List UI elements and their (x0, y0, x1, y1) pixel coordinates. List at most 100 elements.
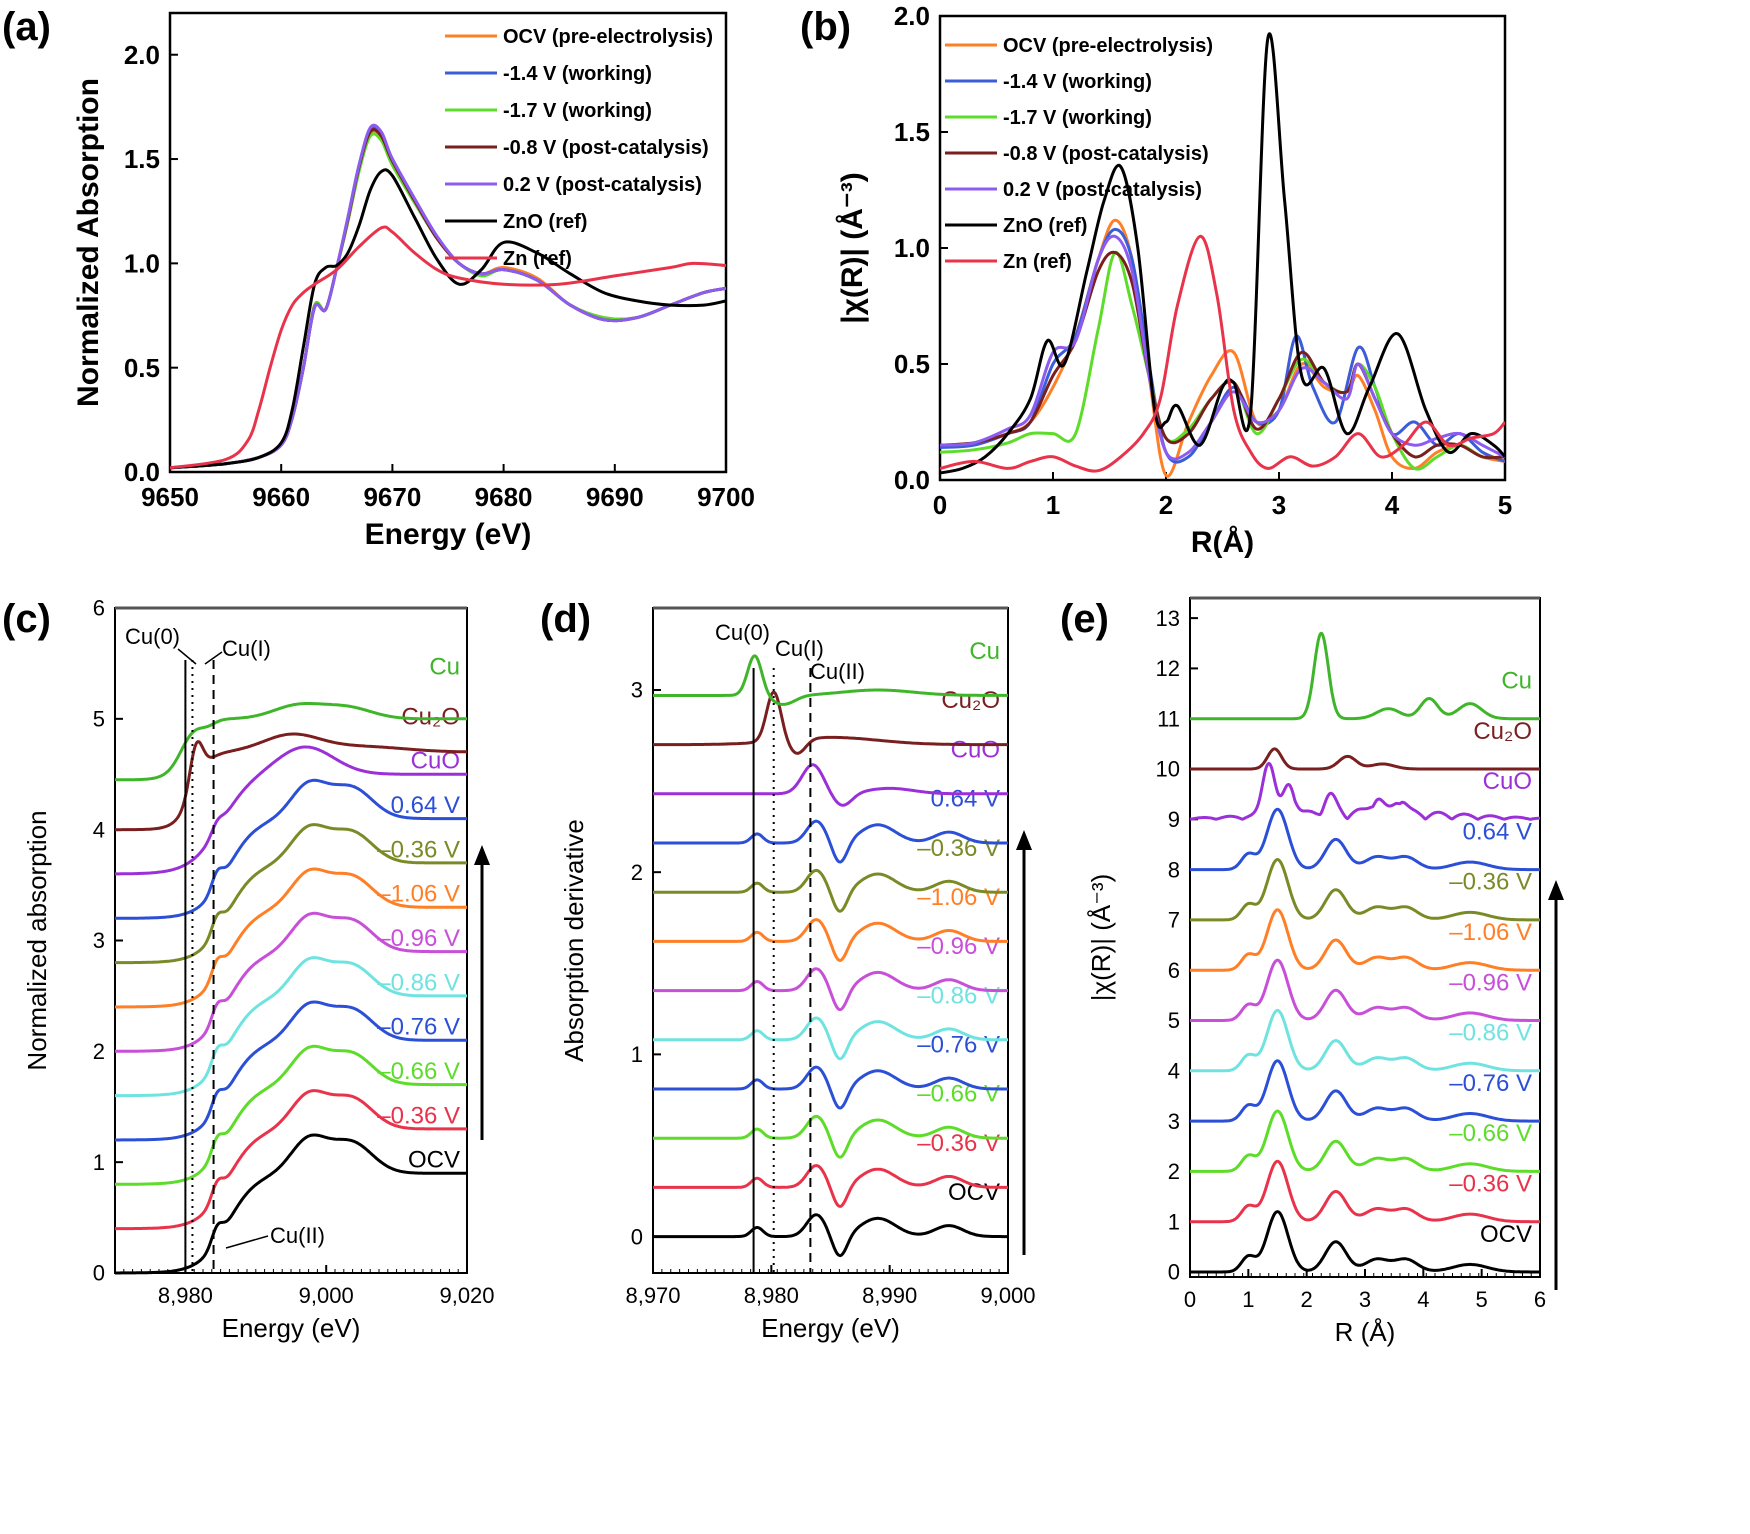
x-axis-title: R (Å) (1335, 1317, 1396, 1347)
series-label: Cu₂O (401, 703, 460, 730)
series-line (1190, 1109, 1540, 1173)
series-label: –0.66 V (377, 1058, 460, 1085)
legend-label: OCV (pre-electrolysis) (1003, 35, 1213, 57)
series-line (114, 1089, 467, 1231)
series-label: CuO (1483, 768, 1532, 795)
y-tick-label: 2.0 (894, 1, 930, 31)
series-label: –0.76 V (1449, 1070, 1532, 1097)
panel-a: 9650 9660 9670 9680 9690 9700 0.0 0.5 1.0 1.5 2.0 E… (2, 5, 755, 551)
annotation-cu1: Cu(I) (775, 636, 824, 661)
y-tick-label: 4 (1168, 1058, 1180, 1083)
annotation-pointer (204, 651, 223, 665)
annotation-pointer (225, 1235, 269, 1249)
x-tick-label: 9700 (697, 482, 755, 512)
y-tick-label: 0.0 (124, 457, 160, 487)
series-label: –0.86 V (377, 969, 460, 996)
annotation-cu0: Cu(0) (125, 624, 180, 649)
y-tick-label: 3 (1168, 1109, 1180, 1134)
series-label: CuO (951, 736, 1000, 763)
legend-label: ZnO (ref) (503, 211, 587, 233)
series-line (653, 1065, 1008, 1110)
legend-label: OCV (pre-electrolysis) (503, 26, 713, 48)
x-tick-label: 4 (1385, 490, 1400, 520)
series-line (114, 911, 467, 1053)
series-line (940, 227, 1505, 464)
series-label: 0.64 V (931, 786, 1000, 813)
y-tick-label: 11 (1157, 706, 1180, 731)
series-label: –0.36 V (377, 836, 460, 863)
series-label: 0.64 V (391, 792, 460, 819)
series-line (1189, 958, 1540, 1023)
panel-c: 8,980 9,000 9,020 0 1 2 3 4 5 6 Energy (eV) Normali… (2, 596, 495, 1343)
series-line (1190, 807, 1540, 872)
y-axis-title: |χ(R)| (Å⁻³) (836, 172, 869, 324)
series-line (114, 1044, 467, 1186)
x-tick-label: 0 (933, 490, 947, 520)
y-tick-label: 1.5 (894, 117, 930, 147)
series-label: –0.86 V (1449, 1020, 1532, 1047)
series-line (115, 1000, 467, 1142)
y-tick-label: 2 (1168, 1159, 1180, 1184)
x-tick-label: 9,000 (980, 1283, 1035, 1308)
legend-label: -0.8 V (post-catalysis) (1003, 143, 1209, 165)
panel-label: (d) (540, 597, 591, 641)
legend-label: -1.7 V (working) (503, 100, 652, 122)
y-tick-label: 13 (1156, 606, 1180, 631)
y-tick-label: 7 (1168, 908, 1180, 933)
series-label: 0.64 V (1463, 818, 1532, 845)
x-tick-label: 9660 (252, 482, 310, 512)
trend-arrow-head (1548, 880, 1564, 900)
series-label: OCV (408, 1147, 460, 1174)
y-tick-label: 1.0 (124, 248, 160, 278)
series-line (653, 967, 1008, 1012)
panel-d: 8,970 8,980 8,990 9,000 0 1 2 3 Energy (eV) Absor… (540, 597, 1036, 1343)
series-line (940, 234, 1505, 473)
x-tick-label: 5 (1476, 1287, 1488, 1312)
x-tick-label: 8,980 (744, 1283, 799, 1308)
x-tick-label: 3 (1359, 1287, 1371, 1312)
series-label: Cu (1501, 668, 1532, 695)
y-axis-title: Normalized absorption (22, 810, 52, 1070)
y-tick-label: 0.5 (124, 353, 160, 383)
series-line (1190, 857, 1540, 922)
x-tick-label: 2 (1301, 1287, 1313, 1312)
series-label: OCV (948, 1179, 1000, 1206)
y-tick-label: 3 (93, 928, 105, 953)
x-axis-title: Energy (eV) (222, 1313, 361, 1343)
legend-label: Zn (ref) (1003, 251, 1072, 273)
y-tick-label: 0 (93, 1261, 105, 1286)
x-tick-label: 3 (1272, 490, 1286, 520)
series-line (1190, 1210, 1540, 1274)
series-line (114, 732, 467, 832)
legend-label: 0.2 V (post-catalysis) (503, 174, 702, 196)
y-tick-label: 1 (93, 1150, 105, 1175)
series-label: –0.36 V (1449, 1170, 1532, 1197)
y-tick-label: 2 (631, 860, 643, 885)
legend: OCV (pre-electrolysis) -1.4 V (working) -1… (445, 26, 713, 270)
trend-arrow-head (1016, 830, 1032, 850)
series-label: –0.36 V (1449, 869, 1532, 896)
y-tick-label: 2.0 (124, 40, 160, 70)
series-line (1189, 1008, 1540, 1073)
series-label: Cu (429, 654, 460, 681)
y-tick-label: 9 (1168, 807, 1180, 832)
y-tick-label: 1 (1168, 1209, 1180, 1234)
x-tick-label: 6 (1534, 1287, 1546, 1312)
x-axis-title: Energy (eV) (761, 1313, 900, 1343)
y-tick-label: 8 (1168, 857, 1180, 882)
legend-label: -1.4 V (working) (1003, 71, 1152, 93)
x-tick-label: 9690 (586, 482, 644, 512)
series-label: –0.96 V (1449, 969, 1532, 996)
plot-frame (168, 11, 728, 474)
series-line (1190, 1059, 1540, 1123)
series-line (115, 867, 467, 1009)
x-tick-label: 5 (1498, 490, 1512, 520)
legend-label: 0.2 V (post-catalysis) (1003, 179, 1202, 201)
panel-label: (a) (2, 5, 51, 49)
y-tick-label: 3 (631, 678, 643, 703)
series-label: –0.36 V (377, 1102, 460, 1129)
y-tick-label: 0 (1168, 1260, 1180, 1285)
legend-label: -0.8 V (post-catalysis) (503, 137, 709, 159)
